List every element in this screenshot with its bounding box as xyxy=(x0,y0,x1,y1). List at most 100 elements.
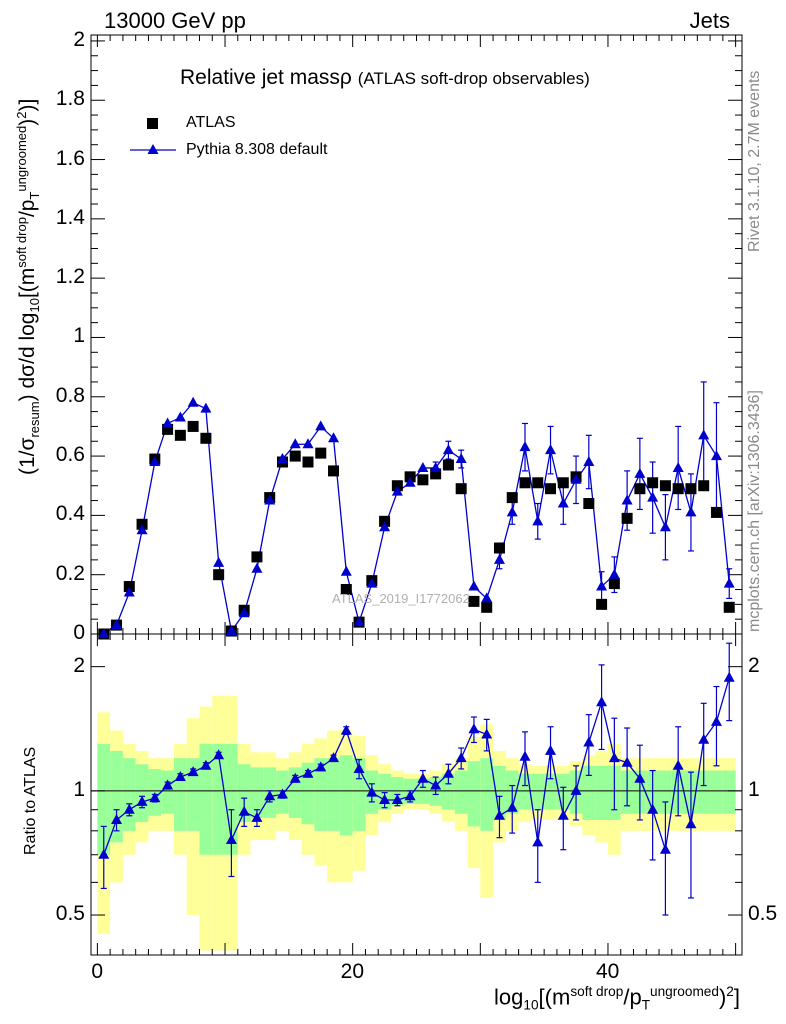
ratio-data-point xyxy=(481,728,493,739)
ratio-band-inner xyxy=(710,770,723,814)
ratio-data-point xyxy=(366,786,378,797)
y-tick-label: 1.4 xyxy=(55,205,85,229)
ratio-band-inner xyxy=(442,773,455,810)
ratio-data-point xyxy=(583,736,595,747)
ratio-band-inner xyxy=(301,762,315,825)
ratio-band-inner xyxy=(186,758,200,831)
atlas-data-point xyxy=(710,506,722,518)
atlas-data-point xyxy=(545,483,557,495)
ratio-band-inner xyxy=(518,773,532,810)
y-tick-label: 1.2 xyxy=(55,265,85,289)
ratio-data-point xyxy=(634,772,646,783)
legend-marker-atlas xyxy=(147,118,158,129)
ratio-data-point xyxy=(570,784,582,795)
plot-title: Relative jet massρ (ATLAS soft-drop obse… xyxy=(180,66,590,90)
pythia-data-point xyxy=(391,485,403,496)
ratio-data-point xyxy=(302,767,314,778)
pythia-data-point xyxy=(468,580,480,591)
ratio-data-point xyxy=(111,813,123,824)
ratio-data-point xyxy=(213,749,225,760)
atlas-data-point xyxy=(340,584,352,596)
pythia-data-point xyxy=(672,461,684,472)
ratio-data-point xyxy=(174,771,186,782)
legend-markers xyxy=(130,118,176,154)
ratio-band-inner xyxy=(531,773,545,810)
pythia-data-point xyxy=(570,473,582,484)
pythia-data-point xyxy=(123,586,135,597)
ratio-band-inner xyxy=(327,758,340,831)
ratio-data-point xyxy=(608,752,620,763)
plot-title-rho: ρ xyxy=(339,66,352,89)
ratio-data-point xyxy=(404,790,416,801)
pythia-data-point xyxy=(353,616,365,627)
atlas-data-point xyxy=(289,450,301,462)
ratio-band-inner xyxy=(161,770,174,814)
ratio-data-point xyxy=(225,834,237,845)
y-tick-label: 0.4 xyxy=(55,502,85,526)
ratio-data-point xyxy=(379,794,391,805)
ratio-data-point xyxy=(621,756,633,767)
pythia-data-point xyxy=(710,450,722,461)
pythia-data-point xyxy=(417,461,429,472)
ratio-panel-axes xyxy=(90,633,743,956)
atlas-data-point xyxy=(442,459,454,471)
ratio-band-inner xyxy=(454,770,468,814)
atlas-data-point xyxy=(685,483,697,495)
ratio-data-point xyxy=(698,733,710,744)
ratio-band-inner xyxy=(122,758,136,831)
ratio-band-inner xyxy=(697,770,711,814)
pythia-data-point xyxy=(328,432,340,443)
ratio-data-point xyxy=(493,809,505,820)
atlas-data-point xyxy=(468,595,480,607)
y-tick-label: 1.6 xyxy=(55,146,85,170)
ratio-band-inner xyxy=(352,758,366,831)
y-tick-label: 0 xyxy=(73,621,85,644)
ratio-data-point xyxy=(532,836,544,847)
pythia-data-point xyxy=(149,456,161,467)
ratio-data-point xyxy=(455,752,467,763)
legend-label-atlas: ATLAS xyxy=(186,114,236,131)
ratio-data-point xyxy=(710,715,722,726)
ratio-data-point xyxy=(685,818,697,829)
atlas-data-point xyxy=(596,598,608,610)
pythia-data-point xyxy=(200,402,212,413)
mcplots-source-label: mcplots.cern.ch [arXiv:1306.3436] xyxy=(746,390,763,632)
pythia-data-point xyxy=(659,521,671,532)
ratio-frame xyxy=(90,633,743,956)
ratio-data-point xyxy=(557,809,569,820)
ratio-band-inner xyxy=(97,743,111,855)
pythia-data-point xyxy=(621,494,633,505)
pythia-data-point xyxy=(251,562,263,573)
main-panel-axes xyxy=(90,34,743,955)
ratio-data-point xyxy=(251,811,263,822)
ratio-y-tick-label: 0.5 xyxy=(55,902,85,926)
pythia-data-point xyxy=(264,494,276,505)
pythia-data-point xyxy=(111,619,123,630)
ratio-band-inner xyxy=(595,765,608,820)
ratio-band-inner xyxy=(135,764,149,823)
pythia-data-point xyxy=(442,444,454,455)
ratio-band-inner xyxy=(110,750,123,843)
ratio-data-point xyxy=(596,696,608,707)
ratio-band-inner xyxy=(212,743,226,855)
pythia-data-point xyxy=(532,515,544,526)
analysis-watermark: ATLAS_2019_I1772062 xyxy=(332,591,470,606)
ratio-data-point xyxy=(315,761,327,772)
x-tick-label: 0 xyxy=(91,960,104,983)
atlas-data-point xyxy=(647,477,659,489)
atlas-data-point xyxy=(532,477,544,489)
ratio-y-tick-label: 1 xyxy=(73,777,85,801)
x-tick-label: 20 xyxy=(340,960,365,983)
atlas-data-point xyxy=(417,474,429,486)
y-tick-label: 0.6 xyxy=(55,443,85,467)
ratio-data-point xyxy=(200,759,212,770)
ratio-band-inner xyxy=(173,758,187,831)
pythia-data-point xyxy=(366,577,378,588)
pythia-data-point xyxy=(379,521,391,532)
pythia-data-point xyxy=(276,453,288,464)
pythia-data-point xyxy=(302,438,314,449)
pythia-data-point xyxy=(213,556,225,567)
atlas-data-point xyxy=(162,423,174,435)
ratio-data-point xyxy=(264,790,276,801)
